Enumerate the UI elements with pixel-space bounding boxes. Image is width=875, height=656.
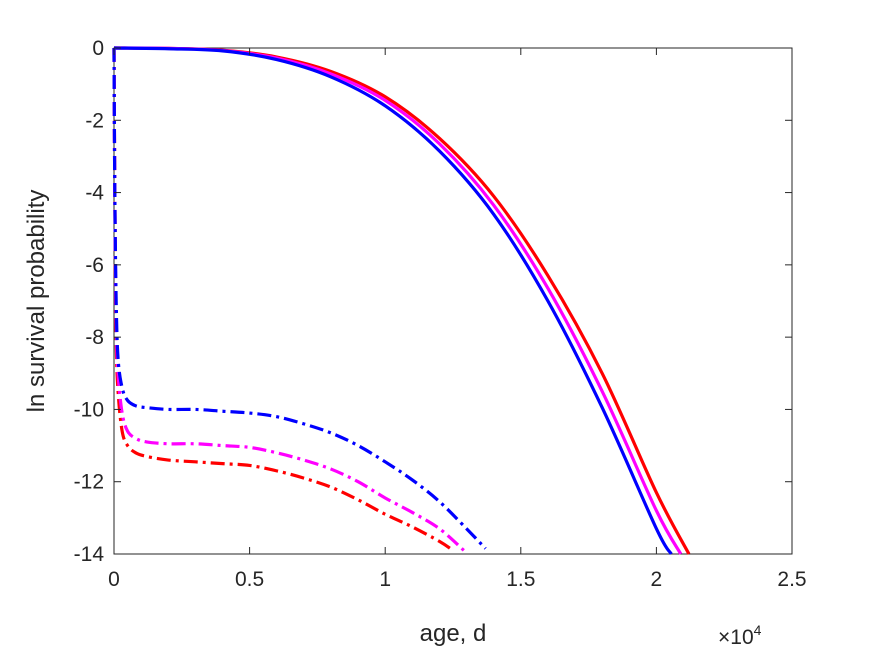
- series-line: [112, 47, 487, 550]
- x-tick-label: 2.5: [777, 568, 806, 591]
- series-line: [113, 46, 673, 555]
- ticks-layer: 0 0.5 1 1.5 2 2.5 0 -2 -4 -6 -8 -10 -12 -14: [74, 37, 807, 591]
- x-tick-label: 0.5: [235, 568, 264, 591]
- x-tick-label: 2: [651, 568, 663, 591]
- x-tick-label: 1: [379, 568, 391, 591]
- x-axis-exponent: ×104: [718, 622, 762, 649]
- series-line: [112, 47, 454, 552]
- x-tick-label: 1.5: [506, 568, 535, 591]
- y-tick-label: -4: [85, 182, 104, 205]
- y-tick-label: -6: [85, 254, 104, 277]
- y-tick-label: 0: [92, 37, 104, 60]
- plot-area: [113, 47, 793, 555]
- y-tick-label: -10: [74, 398, 104, 421]
- x-tick-label: 0: [108, 568, 120, 591]
- y-tick-label: -12: [74, 471, 104, 494]
- y-tick-label: -8: [85, 326, 104, 349]
- y-tick-label: -2: [85, 109, 104, 132]
- y-axis-label: ln survival probability: [23, 190, 50, 413]
- y-tick-label: -14: [74, 543, 105, 566]
- x-axis-label: age, d: [420, 620, 487, 647]
- series-layer: [112, 46, 691, 555]
